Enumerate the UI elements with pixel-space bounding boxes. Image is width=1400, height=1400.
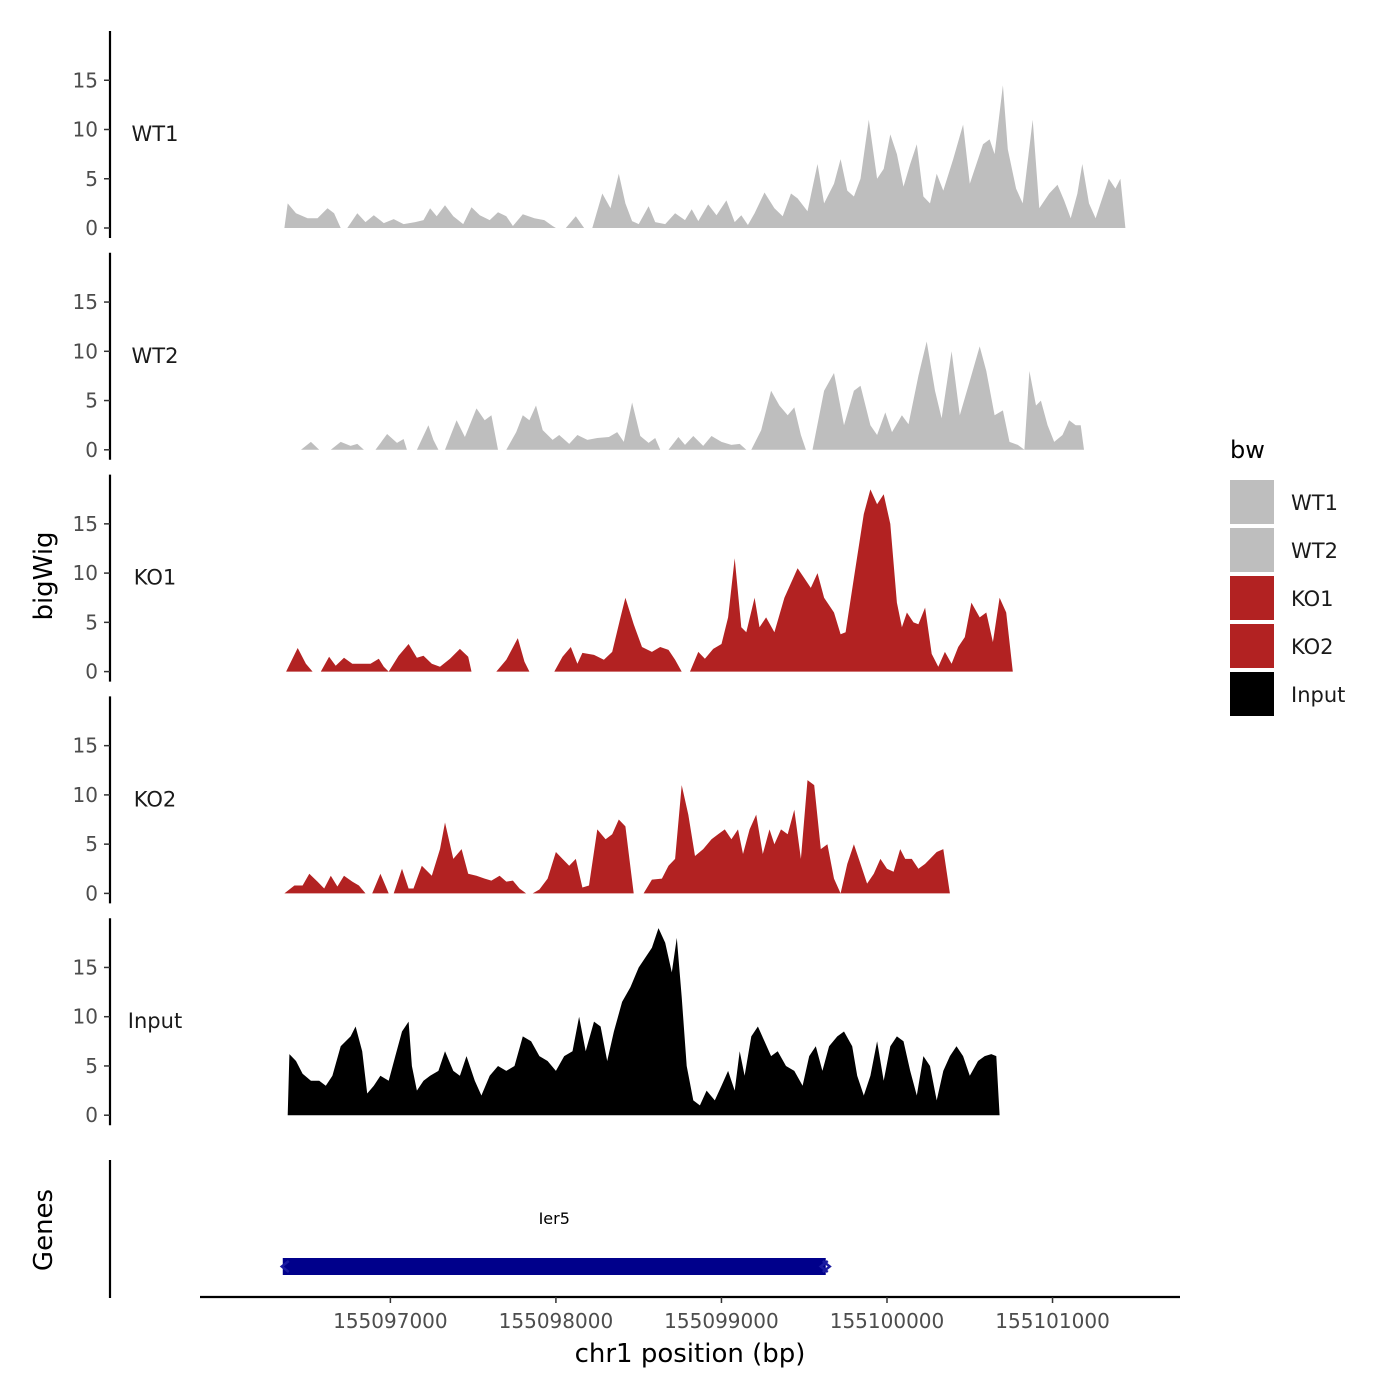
legend-label: KO1 xyxy=(1291,587,1334,611)
y-tick-label: 5 xyxy=(85,389,98,413)
y-tick-label: 10 xyxy=(73,339,98,363)
genes-axis-title: Genes xyxy=(29,1189,59,1271)
y-tick-label: 10 xyxy=(73,118,98,142)
legend-label: Input xyxy=(1291,683,1345,707)
legend-swatch xyxy=(1230,528,1274,572)
y-tick-label: 5 xyxy=(85,1054,98,1078)
x-tick-label: 155097000 xyxy=(333,1309,448,1333)
track-label: Input xyxy=(128,1009,182,1033)
gene-ier5: Ier5 xyxy=(279,1209,832,1275)
x-axis-title: chr1 position (bp) xyxy=(575,1339,806,1369)
track-label: WT2 xyxy=(132,344,179,368)
legend-label: KO2 xyxy=(1291,635,1334,659)
x-axis: 155097000 155098000 155099000 155100000 1551… xyxy=(200,1295,1180,1333)
track-label: KO2 xyxy=(134,787,177,811)
coverage-area-input xyxy=(287,928,1000,1116)
legend-label: WT2 xyxy=(1291,539,1338,563)
x-tick-label: 155100000 xyxy=(830,1309,945,1333)
genes-panel: Ier5 xyxy=(108,1160,832,1298)
y-tick-label: 5 xyxy=(85,610,98,634)
legend-title: bw xyxy=(1230,436,1265,464)
y-tick-label: 10 xyxy=(73,561,98,585)
y-tick-label: 5 xyxy=(85,832,98,856)
y-tick-label: 5 xyxy=(85,167,98,191)
coverage-area-wt1 xyxy=(284,85,1126,228)
legend-label: WT1 xyxy=(1291,491,1338,515)
legend-item-ko1: KO1 xyxy=(1230,576,1334,620)
gene-label: Ier5 xyxy=(539,1209,570,1228)
legend: bw WT1 WT2 KO1 KO2 Input xyxy=(1230,436,1345,716)
legend-swatch xyxy=(1230,576,1274,620)
y-tick-label: 15 xyxy=(73,512,98,536)
track-label: WT1 xyxy=(132,122,179,146)
x-tick-label: 155099000 xyxy=(664,1309,779,1333)
x-tick-label: 155098000 xyxy=(499,1309,614,1333)
strand-arrow-icon xyxy=(821,1260,832,1273)
track-wt2: 0 5 10 15 WT2 xyxy=(73,252,1084,462)
legend-item-ko2: KO2 xyxy=(1230,624,1334,668)
strand-arrow-icon xyxy=(279,1260,290,1273)
y-tick-label: 15 xyxy=(73,955,98,979)
y-tick-label: 0 xyxy=(85,1103,98,1127)
y-tick-label: 0 xyxy=(85,216,98,240)
track-wt1: 0 5 10 15 WT1 xyxy=(73,31,1126,240)
y-tick-label: 15 xyxy=(73,734,98,758)
gene-body xyxy=(282,1258,826,1275)
coverage-tracks: 0 5 10 15 WT1 0 5 10 15 WT2 0 5 10 15 KO1 0 5 10 15 KO2 0 5 10… xyxy=(73,31,1126,1127)
legend-swatch xyxy=(1230,480,1274,524)
legend-swatch xyxy=(1230,672,1274,716)
y-tick-label: 15 xyxy=(73,290,98,314)
coverage-area-ko2 xyxy=(284,780,950,894)
legend-item-wt2: WT2 xyxy=(1230,528,1338,572)
track-ko1: 0 5 10 15 KO1 xyxy=(73,474,1013,684)
y-tick-label: 10 xyxy=(73,783,98,807)
y-tick-label: 10 xyxy=(73,1005,98,1029)
track-ko2: 0 5 10 15 KO2 xyxy=(73,696,950,905)
y-tick-label: 15 xyxy=(73,68,98,92)
legend-item-wt1: WT1 xyxy=(1230,480,1338,524)
track-input: 0 5 10 15 Input xyxy=(73,918,1000,1127)
y-tick-label: 0 xyxy=(85,881,98,905)
x-tick-label: 155101000 xyxy=(995,1309,1110,1333)
y-tick-label: 0 xyxy=(85,438,98,462)
y-tick-label: 0 xyxy=(85,660,98,684)
track-label: KO1 xyxy=(134,566,177,590)
legend-item-input: Input xyxy=(1230,672,1345,716)
coverage-area-ko1 xyxy=(286,489,1013,672)
legend-swatch xyxy=(1230,624,1274,668)
coverage-area-wt2 xyxy=(301,341,1084,450)
y-axis-title: bigWig xyxy=(29,531,59,620)
